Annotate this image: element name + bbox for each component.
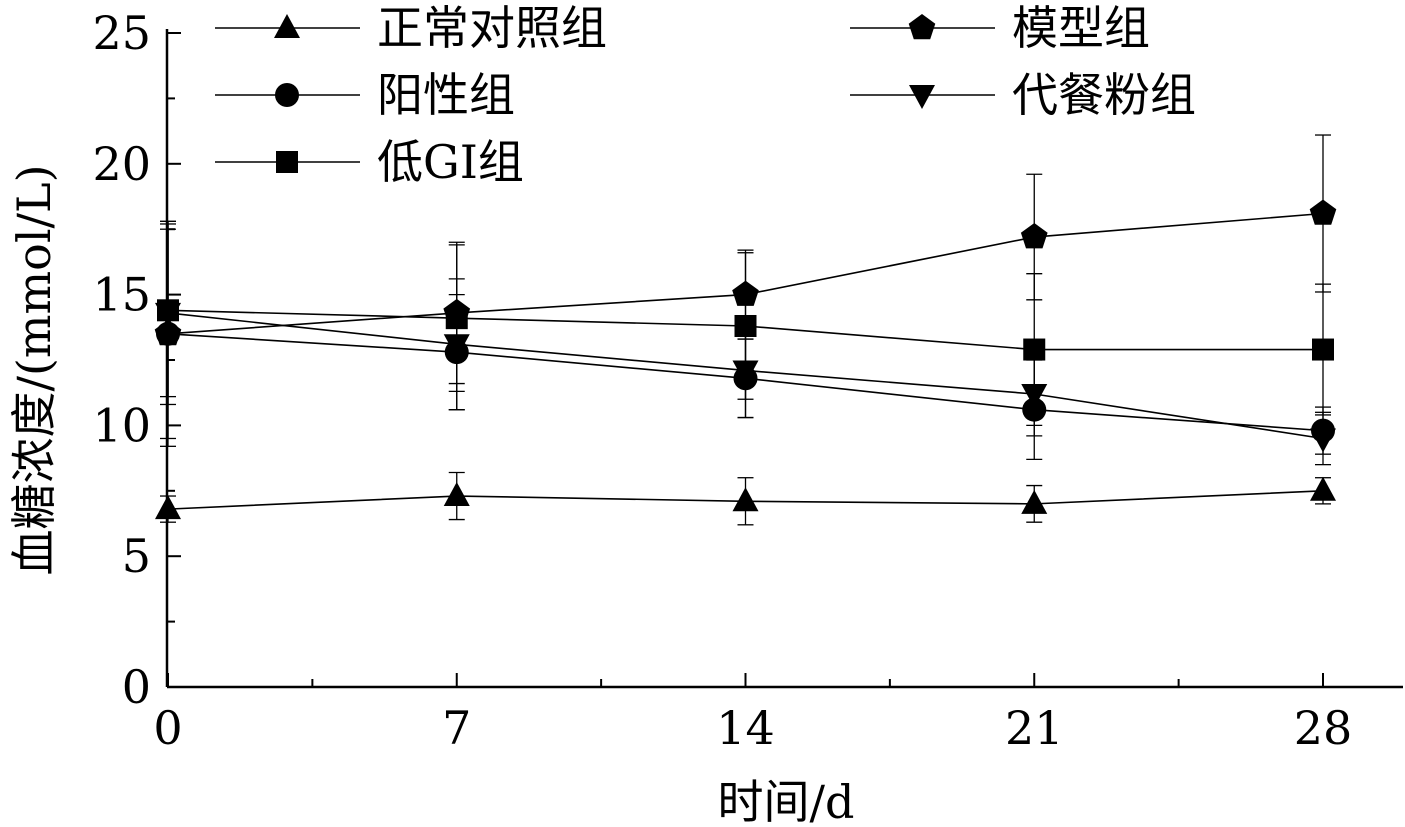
data-point — [445, 307, 468, 330]
legend-item: 模型组 — [850, 1, 1150, 55]
x-tick-label: 0 — [153, 701, 182, 755]
y-tick-label: 5 — [122, 529, 151, 583]
data-point — [1023, 338, 1046, 361]
y-tick-label: 20 — [92, 137, 151, 191]
data-point — [1020, 223, 1048, 249]
series-5 — [157, 223, 1334, 427]
data-point — [1021, 489, 1048, 514]
legend-label: 低GI组 — [377, 135, 524, 189]
series-1 — [155, 471, 1336, 526]
x-tick-label: 14 — [716, 701, 775, 755]
data-point — [1309, 199, 1337, 225]
y-tick-label: 0 — [122, 660, 151, 714]
data-point — [443, 482, 470, 507]
data-point — [157, 299, 179, 322]
x-tick-label: 21 — [1005, 701, 1064, 755]
data-point — [1310, 428, 1336, 453]
legend-marker — [276, 151, 298, 173]
y-tick-label: 10 — [92, 398, 151, 452]
legend-item: 阳性组 — [215, 68, 515, 122]
legend-marker — [275, 83, 299, 107]
y-axis-label: 血糖浓度/(mmol/L) — [7, 164, 61, 575]
y-tick-label: 25 — [92, 6, 151, 60]
legend-marker — [274, 14, 300, 38]
legend-label: 阳性组 — [377, 68, 515, 122]
x-axis-label: 时间/d — [718, 775, 855, 827]
legend-marker — [909, 85, 935, 109]
plot-area — [154, 134, 1337, 526]
legend-marker — [908, 14, 936, 40]
legend-label: 代餐粉组 — [1012, 68, 1196, 122]
data-point — [1312, 338, 1334, 361]
x-tick-label: 28 — [1294, 701, 1353, 755]
data-point — [155, 495, 181, 520]
axes: 0 5 10 15 20 25 0 7 14 21 28 — [92, 6, 1403, 755]
legend-item: 低GI组 — [215, 135, 524, 189]
x-tick-label: 7 — [442, 701, 471, 755]
legend-item: 代餐粉组 — [850, 68, 1196, 122]
data-point — [732, 487, 759, 512]
legend-label: 正常对照组 — [377, 1, 607, 55]
y-tick-label: 15 — [92, 268, 151, 322]
data-point — [734, 314, 757, 337]
legend-item: 正常对照组 — [215, 1, 607, 55]
legend-label: 模型组 — [1012, 1, 1150, 55]
data-point — [1310, 476, 1336, 501]
